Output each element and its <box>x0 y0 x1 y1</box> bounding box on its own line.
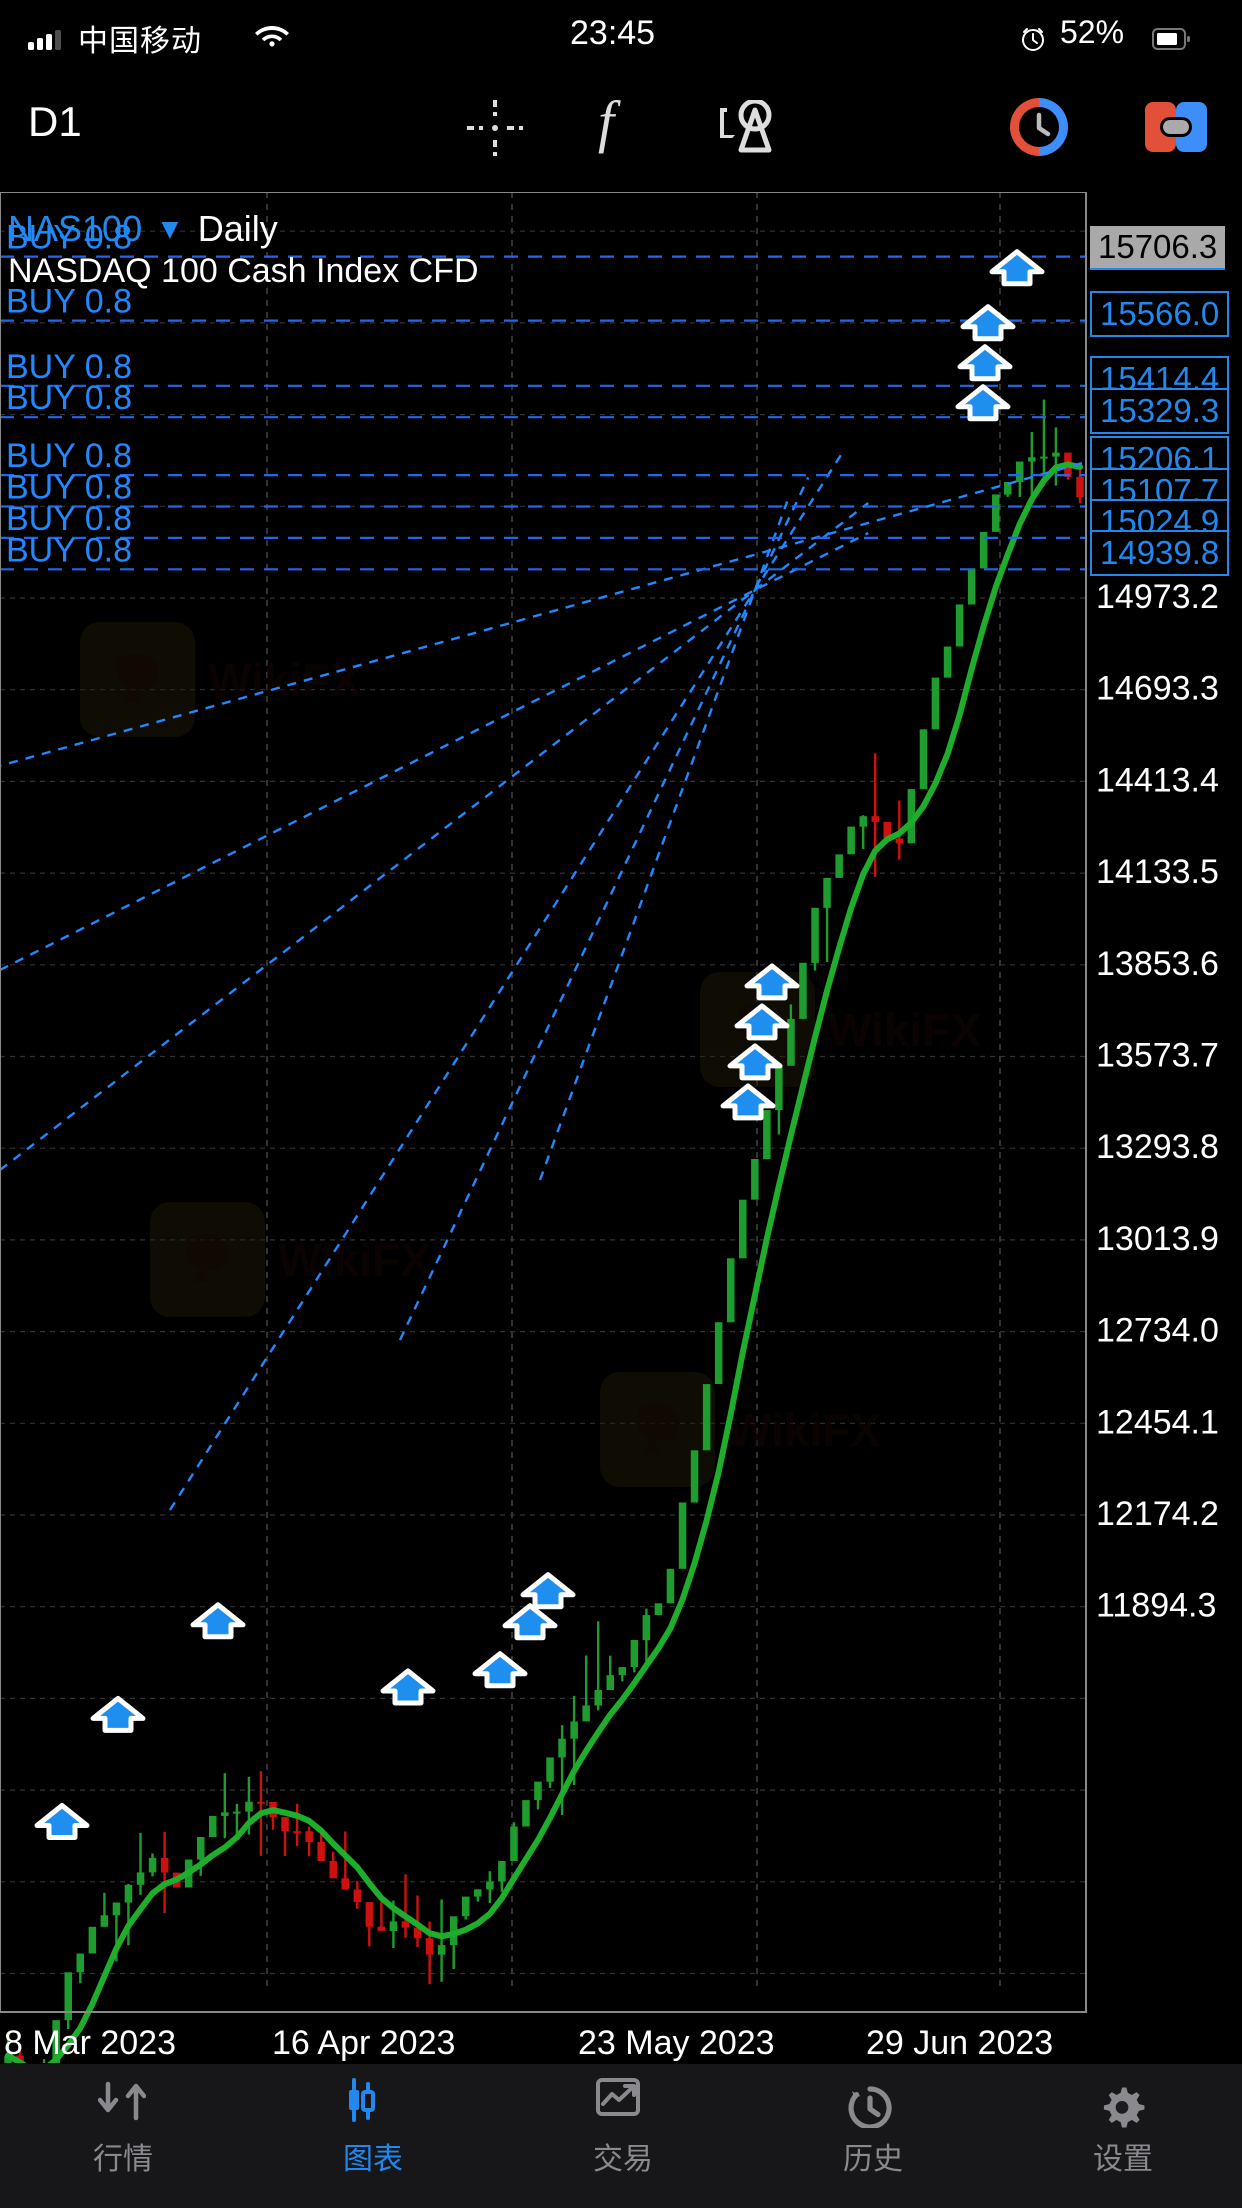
svg-text:13293.8: 13293.8 <box>1096 1128 1219 1166</box>
svg-text:13573.7: 13573.7 <box>1096 1037 1219 1075</box>
svg-text:13853.6: 13853.6 <box>1096 945 1219 983</box>
svg-text:11894.3: 11894.3 <box>1096 1587 1216 1625</box>
svg-text:12734.0: 12734.0 <box>1096 1312 1219 1350</box>
svg-text:WikiFX: WikiFX <box>278 1234 431 1286</box>
svg-text:13013.9: 13013.9 <box>1096 1220 1219 1258</box>
svg-text:14693.3: 14693.3 <box>1096 670 1219 708</box>
svg-text:BUY 0.8: BUY 0.8 <box>6 379 132 417</box>
svg-text:14413.4: 14413.4 <box>1096 761 1219 799</box>
svg-text:14973.2: 14973.2 <box>1096 578 1219 616</box>
svg-text:WikiFX: WikiFX <box>728 1404 881 1456</box>
svg-text:WikiFX: WikiFX <box>828 1004 981 1056</box>
svg-text:12174.2: 12174.2 <box>1096 1495 1219 1533</box>
svg-text:BUY 0.8: BUY 0.8 <box>6 531 132 569</box>
svg-text:12454.1: 12454.1 <box>1096 1403 1219 1441</box>
svg-text:14133.5: 14133.5 <box>1096 853 1219 891</box>
svg-text:WikiFX: WikiFX <box>208 654 361 706</box>
